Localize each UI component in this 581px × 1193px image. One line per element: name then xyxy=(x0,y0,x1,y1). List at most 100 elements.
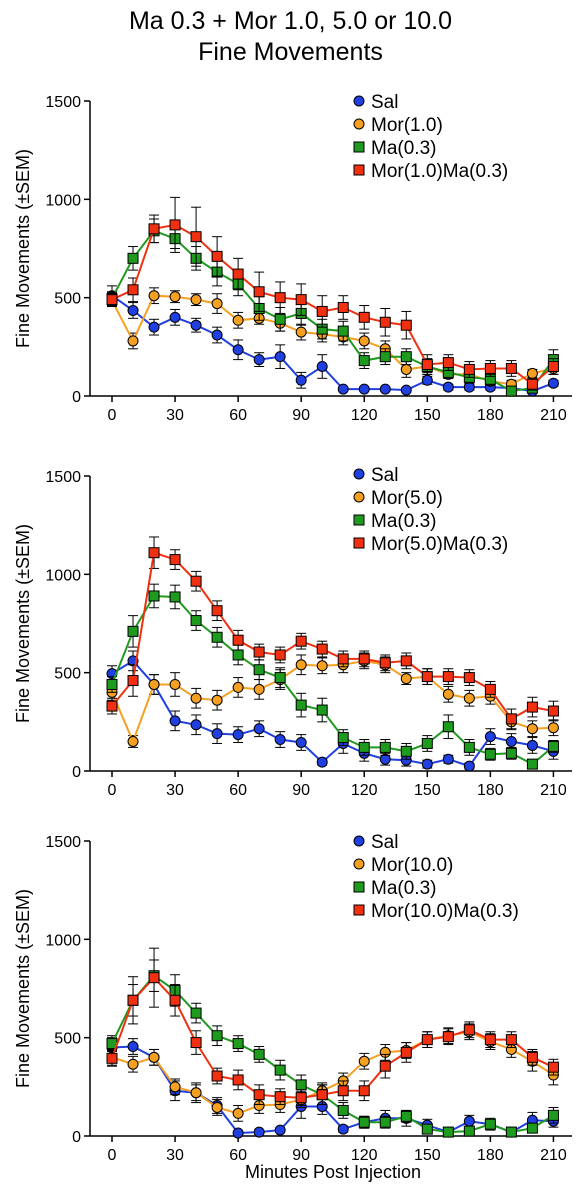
legend-label: Ma(0.3) xyxy=(371,511,436,532)
series-morma xyxy=(106,947,559,1107)
data-point xyxy=(169,715,181,727)
data-point xyxy=(316,1089,328,1101)
series-line xyxy=(111,294,554,393)
data-point xyxy=(274,1091,286,1103)
data-point xyxy=(232,649,244,661)
data-point xyxy=(295,1079,307,1091)
y-tick-label: 500 xyxy=(54,1031,81,1048)
series-morma xyxy=(106,196,559,391)
data-point xyxy=(547,361,559,372)
data-point xyxy=(442,688,454,700)
data-point xyxy=(148,321,160,333)
data-point xyxy=(127,1041,139,1053)
data-point xyxy=(148,547,160,559)
data-point xyxy=(337,1085,349,1097)
data-point xyxy=(358,1116,370,1128)
data-point xyxy=(274,1064,286,1076)
y-axis-label: Fine Movements (±SEM) xyxy=(13,524,33,723)
data-point xyxy=(274,313,286,325)
y-axis-label: Fine Movements (±SEM) xyxy=(13,889,33,1088)
data-point xyxy=(232,634,244,646)
data-point xyxy=(190,615,202,627)
data-point xyxy=(232,1074,244,1086)
legend-marker xyxy=(353,95,365,107)
data-point xyxy=(148,972,160,984)
data-point xyxy=(253,723,265,735)
data-point xyxy=(295,635,307,647)
data-point xyxy=(106,678,118,690)
data-point xyxy=(232,1107,244,1119)
data-point xyxy=(400,1110,412,1122)
data-point xyxy=(211,1101,223,1113)
series-line xyxy=(111,976,554,1099)
data-point xyxy=(232,1038,244,1050)
data-point xyxy=(484,1118,496,1130)
data-point xyxy=(127,736,139,747)
legend-label: Sal xyxy=(371,832,398,853)
data-point xyxy=(253,1089,265,1101)
legend-item: Mor(5.0)Ma(0.3) xyxy=(353,534,508,555)
x-tick-label: 120 xyxy=(351,782,378,799)
y-tick-label: 0 xyxy=(72,1129,81,1146)
series-line xyxy=(111,1030,554,1115)
data-point xyxy=(295,659,307,671)
data-point xyxy=(400,351,412,363)
data-point xyxy=(211,631,223,643)
y-tick-label: 1000 xyxy=(45,567,81,584)
legend-item: Mor(5.0) xyxy=(353,488,443,509)
data-point xyxy=(484,683,496,695)
data-point xyxy=(505,747,517,759)
data-point xyxy=(232,314,244,326)
data-point xyxy=(316,361,328,372)
data-point xyxy=(190,231,202,243)
data-point xyxy=(337,325,349,337)
x-tick-label: 30 xyxy=(166,407,184,424)
data-point xyxy=(463,672,475,684)
data-point xyxy=(274,649,286,661)
legend-label: Mor(5.0) xyxy=(371,488,443,509)
data-point xyxy=(421,1034,433,1046)
data-point xyxy=(337,653,349,665)
data-point xyxy=(211,298,223,310)
data-point xyxy=(127,1058,139,1070)
series-line xyxy=(111,659,554,745)
data-point xyxy=(127,994,139,1006)
data-point xyxy=(169,219,181,231)
data-point xyxy=(232,681,244,693)
data-point xyxy=(421,671,433,683)
data-point xyxy=(463,363,475,375)
data-point xyxy=(526,378,538,390)
data-point xyxy=(169,591,181,603)
data-point xyxy=(484,362,496,374)
legend-marker xyxy=(353,514,365,526)
series-line xyxy=(111,594,555,766)
data-point xyxy=(211,605,223,617)
x-tick-label: 60 xyxy=(229,407,247,424)
data-point xyxy=(337,1104,349,1116)
data-point xyxy=(379,383,391,395)
data-point xyxy=(253,664,265,676)
legend-marker xyxy=(353,904,365,916)
series-line xyxy=(111,551,554,721)
data-point xyxy=(379,351,391,363)
y-axis-label: Fine Movements (±SEM) xyxy=(13,149,33,348)
data-point xyxy=(400,363,412,375)
data-point xyxy=(148,223,160,235)
legend-item: Ma(0.3) xyxy=(353,138,436,159)
legend-item: Ma(0.3) xyxy=(353,511,436,532)
data-point xyxy=(253,683,265,695)
legend-label: Ma(0.3) xyxy=(371,878,436,899)
data-point xyxy=(400,655,412,667)
legend-item: Mor(10.0)Ma(0.3) xyxy=(353,901,519,922)
chart-panel-3: 0 500 1000 1500 0 30 60 90 120 150 180 210 Fine Move… xyxy=(13,832,572,1164)
data-point xyxy=(169,291,181,303)
data-point xyxy=(421,1123,433,1135)
data-point xyxy=(379,1060,391,1072)
data-point xyxy=(253,646,265,658)
data-point xyxy=(274,672,286,684)
data-point xyxy=(463,760,475,772)
x-tick-label: 90 xyxy=(292,1147,310,1164)
x-tick-label: 120 xyxy=(351,1147,378,1164)
data-point xyxy=(295,326,307,338)
